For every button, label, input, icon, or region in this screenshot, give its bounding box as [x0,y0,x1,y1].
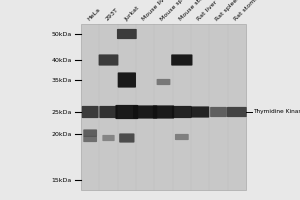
Text: 25kDa: 25kDa [52,110,72,114]
Text: Jurkat: Jurkat [123,5,140,22]
FancyBboxPatch shape [191,106,209,118]
FancyBboxPatch shape [102,135,115,141]
Text: Thymidine Kinase 1: Thymidine Kinase 1 [254,110,300,114]
Bar [81,24,246,190]
Text: Rat stomach: Rat stomach [233,0,265,22]
Text: 40kDa: 40kDa [52,58,72,62]
Text: Rat liver: Rat liver [196,0,219,22]
FancyBboxPatch shape [82,106,99,118]
Text: Mouse liver: Mouse liver [142,0,171,22]
Text: 293T: 293T [105,7,120,22]
FancyBboxPatch shape [157,79,170,85]
Text: 35kDa: 35kDa [52,77,72,82]
Text: 15kDa: 15kDa [52,178,72,182]
FancyBboxPatch shape [153,105,174,119]
FancyBboxPatch shape [117,29,137,39]
FancyBboxPatch shape [99,106,118,118]
Text: Mouse spleen: Mouse spleen [160,0,194,22]
FancyBboxPatch shape [133,105,157,119]
FancyBboxPatch shape [118,72,136,88]
Text: 50kDa: 50kDa [52,31,72,36]
Text: Rat spleen: Rat spleen [215,0,242,22]
FancyBboxPatch shape [99,54,118,66]
FancyBboxPatch shape [175,134,189,140]
FancyBboxPatch shape [227,107,247,117]
FancyBboxPatch shape [171,54,193,66]
FancyBboxPatch shape [119,133,134,143]
FancyBboxPatch shape [83,129,97,137]
FancyBboxPatch shape [172,106,192,118]
Text: HeLa: HeLa [87,7,101,22]
Text: Mouse stomach: Mouse stomach [178,0,217,22]
FancyBboxPatch shape [210,107,227,117]
FancyBboxPatch shape [83,136,97,142]
FancyBboxPatch shape [116,105,138,119]
Text: 20kDa: 20kDa [52,132,72,136]
